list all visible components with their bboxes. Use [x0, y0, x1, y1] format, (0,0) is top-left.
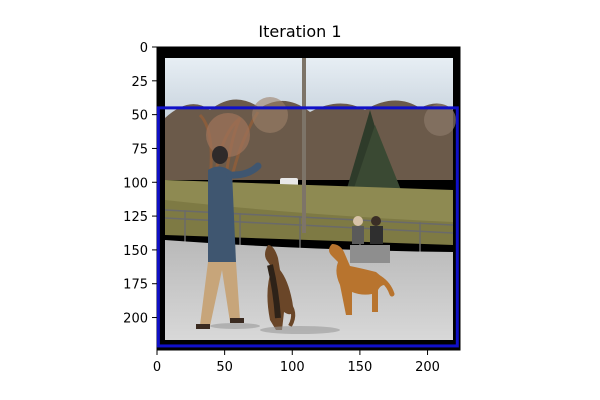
x-tick-label: 100: [280, 360, 305, 375]
x-tick-label: 200: [415, 360, 440, 375]
y-tick-label: 200: [123, 312, 148, 327]
dog-golden: [329, 244, 395, 315]
plot-title: Iteration 1: [258, 22, 342, 41]
bounding-box: [156, 106, 459, 348]
park-photo: [157, 47, 460, 350]
y-tick-label: 175: [123, 278, 148, 293]
y-tick-label: 100: [123, 176, 148, 191]
x-axis-ticks: 0 50 100 150 200: [153, 350, 440, 375]
y-tick-label: 75: [131, 142, 148, 157]
y-tick-label: 50: [131, 109, 148, 124]
y-tick-label: 150: [123, 244, 148, 259]
person-figure: [196, 146, 262, 329]
dog-sitting: [265, 245, 296, 330]
y-axis-ticks: 0 25 50 75 100 125 150 175 200: [123, 41, 157, 327]
y-tick-label: 25: [131, 75, 148, 90]
y-tick-label: 125: [123, 210, 148, 225]
x-tick-label: 0: [153, 360, 161, 375]
x-tick-label: 150: [347, 360, 372, 375]
x-tick-label: 50: [216, 360, 233, 375]
y-tick-label: 0: [140, 41, 148, 56]
